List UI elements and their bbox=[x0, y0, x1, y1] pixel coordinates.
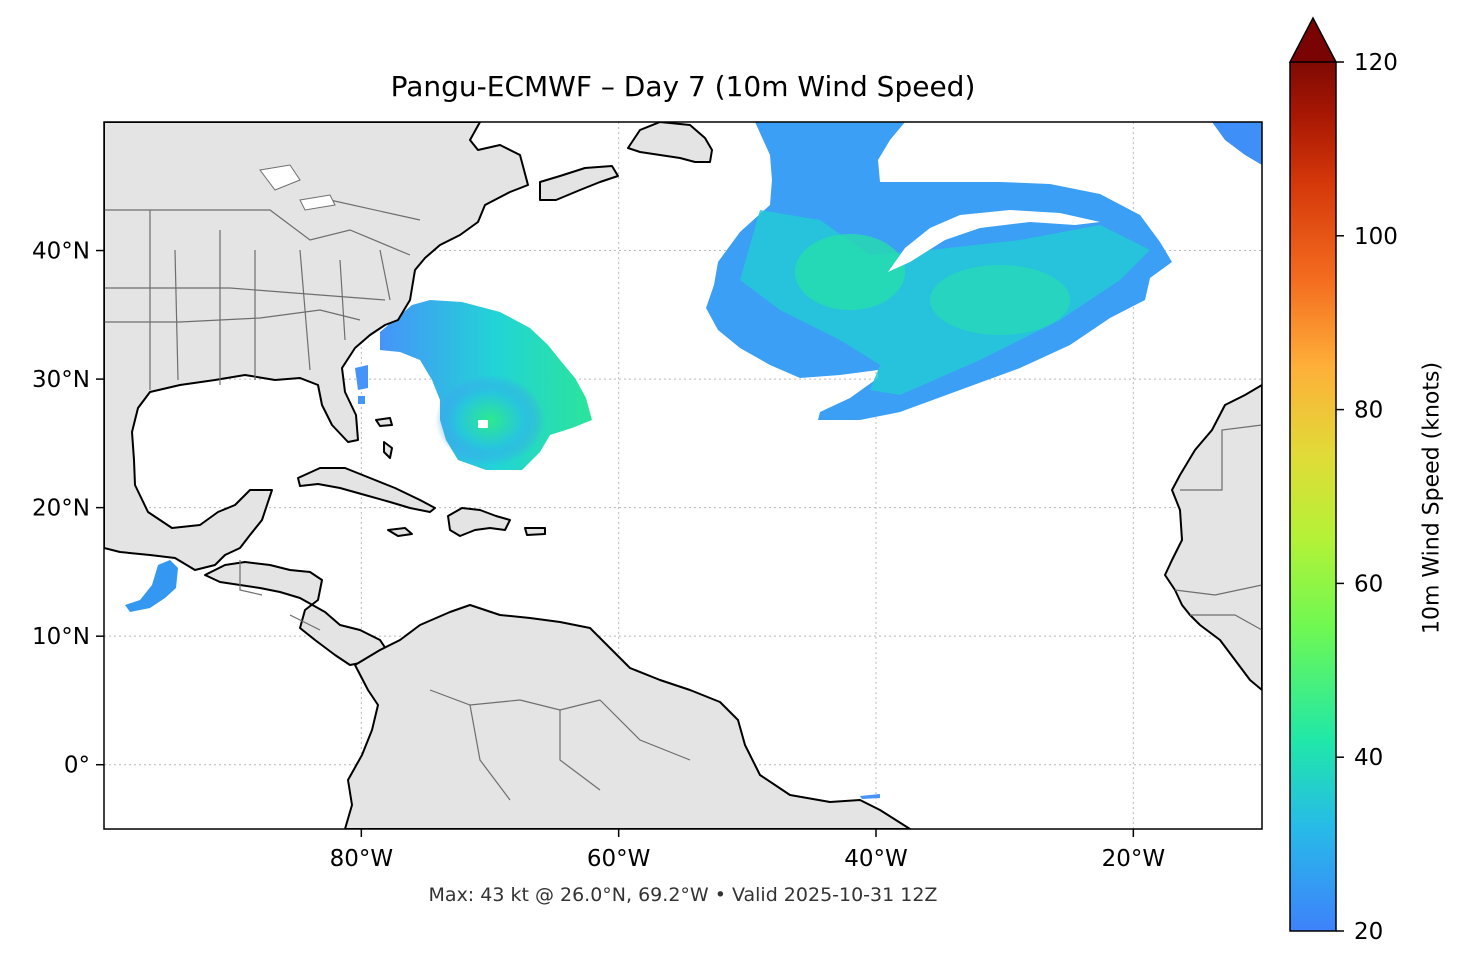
hurricane-eye bbox=[478, 420, 488, 428]
land-nova-scotia bbox=[539, 165, 619, 201]
map-footer: Max: 43 kt @ 26.0°N, 69.2°W • Valid 2025… bbox=[428, 884, 938, 906]
map-frame bbox=[103, 121, 1263, 830]
great-lakes bbox=[259, 164, 336, 211]
land-bahamas-2 bbox=[383, 441, 393, 459]
lat-tick-label: 0° bbox=[64, 753, 90, 779]
colorbar: 20 40 60 80 100 120 bbox=[1288, 16, 1398, 945]
wind-area-pacific bbox=[125, 560, 178, 612]
land-north-america bbox=[104, 122, 529, 571]
land-africa bbox=[1164, 384, 1262, 691]
wind-area-hurricane-core bbox=[435, 375, 545, 465]
lon-tick-label: 40°W bbox=[844, 846, 908, 872]
land-newfoundland bbox=[627, 122, 713, 163]
wind-area-florida-patch bbox=[355, 365, 368, 390]
longitude-axis: 80°W 60°W 40°W 20°W bbox=[330, 829, 1166, 872]
land-south-america bbox=[344, 604, 911, 829]
land-puerto-rico bbox=[524, 527, 546, 536]
colorbar-frame bbox=[1289, 62, 1337, 932]
borders bbox=[104, 199, 1262, 801]
wind-area-northeast bbox=[1212, 122, 1262, 165]
lat-tick-label: 40°N bbox=[32, 239, 90, 265]
land-jamaica bbox=[387, 527, 413, 537]
land-central-america bbox=[204, 561, 391, 666]
colorbar-tick-label: 120 bbox=[1354, 50, 1398, 76]
lon-tick-label: 20°W bbox=[1102, 846, 1166, 872]
wind-gap bbox=[888, 210, 1100, 272]
colorbar-tick-label: 80 bbox=[1354, 398, 1383, 424]
wind-area-atlantic-max bbox=[795, 234, 905, 310]
lon-tick-label: 80°W bbox=[330, 846, 394, 872]
wind-speed-field bbox=[125, 122, 1262, 799]
wind-area-florida-dot bbox=[358, 396, 365, 404]
lon-tick-label: 60°W bbox=[587, 846, 651, 872]
colorbar-tick-label: 40 bbox=[1354, 745, 1383, 771]
colorbar-ticks: 20 40 60 80 100 120 bbox=[1336, 50, 1398, 945]
map-title: Pangu-ECMWF – Day 7 (10m Wind Speed) bbox=[390, 70, 976, 103]
colorbar-tick-label: 100 bbox=[1354, 224, 1398, 250]
land-bahamas-1 bbox=[375, 417, 393, 427]
lat-tick-label: 10°N bbox=[32, 624, 90, 650]
wind-area-small bbox=[860, 794, 880, 799]
lat-tick-label: 20°N bbox=[32, 496, 90, 522]
colorbar-ramp bbox=[1290, 62, 1336, 931]
colorbar-label: 10m Wind Speed (knots) bbox=[1419, 361, 1445, 635]
colorbar-extend-arrow bbox=[1288, 16, 1338, 63]
land-hispaniola bbox=[447, 507, 511, 537]
land bbox=[104, 122, 1262, 829]
colorbar-tick-label: 20 bbox=[1354, 919, 1383, 945]
colorbar-tick-label: 60 bbox=[1354, 571, 1383, 597]
latitude-axis: 40°N 30°N 20°N 10°N 0° bbox=[32, 239, 104, 779]
land-cuba bbox=[297, 467, 436, 513]
lat-tick-label: 30°N bbox=[32, 367, 90, 393]
